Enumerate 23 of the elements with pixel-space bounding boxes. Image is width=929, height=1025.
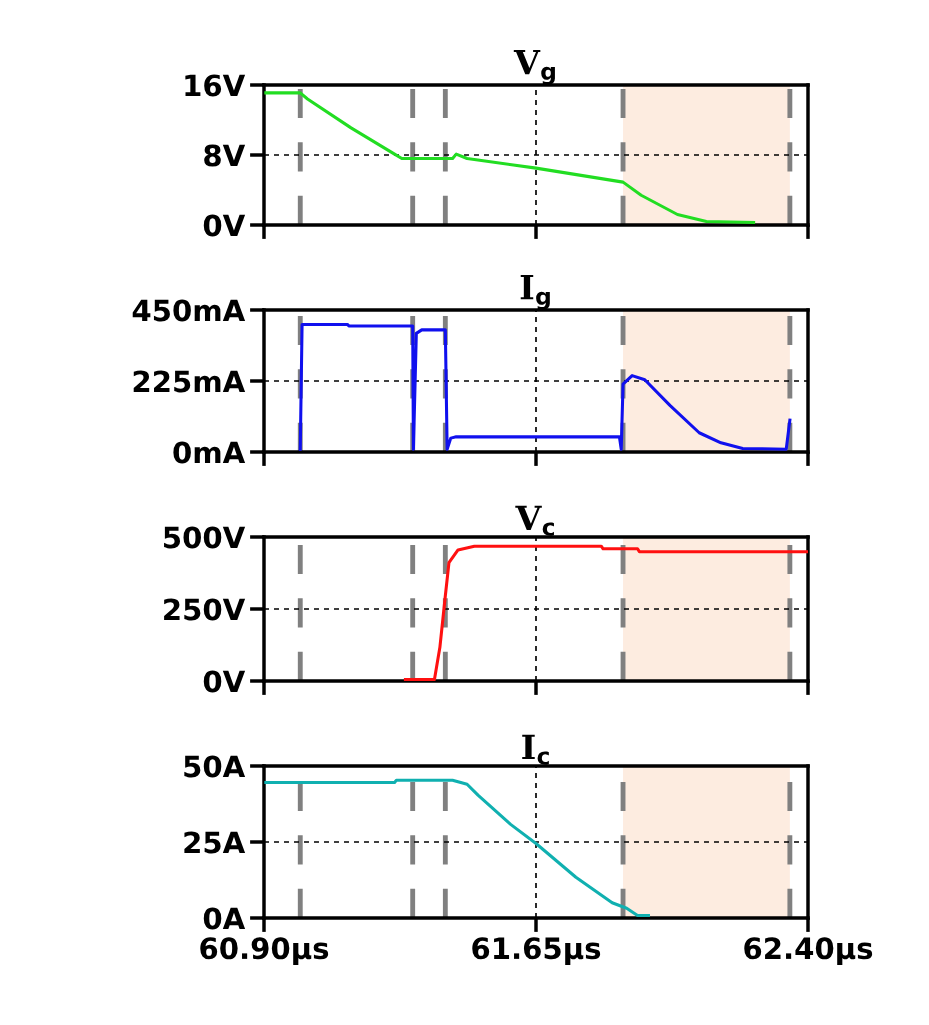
x-tick-label: 62.40µs xyxy=(744,937,873,965)
chart-title: I$_{c}$ xyxy=(522,734,549,765)
line-series xyxy=(298,322,792,451)
line-series xyxy=(264,778,650,918)
y-tick-label: 500V xyxy=(164,526,246,549)
chart-title: V$_{g}$ xyxy=(513,50,555,85)
y-tick-label: 450mA xyxy=(132,299,246,322)
y-tick-label: 50A xyxy=(184,755,246,778)
y-tick-label: 225mA xyxy=(133,370,246,393)
y-tick-label: 0mA xyxy=(173,441,246,464)
y-tick-label: 16V xyxy=(185,74,246,97)
y-tick-label: 0V xyxy=(203,214,246,237)
y-tick-label: 0A xyxy=(203,907,246,930)
chart-title: V$_{c}$ xyxy=(515,505,554,536)
line-series xyxy=(403,544,808,681)
y-tick-label: 25A xyxy=(184,831,246,854)
chart-title: I$_{g}$ xyxy=(520,275,550,310)
y-tick-label: 8V xyxy=(204,144,246,167)
x-tick-label: 60.90µs xyxy=(200,937,329,965)
y-tick-label: 250V xyxy=(164,598,246,621)
y-tick-label: 0V xyxy=(203,670,246,693)
x-tick-label: 61.65µs xyxy=(472,937,601,965)
line-series xyxy=(264,91,756,224)
